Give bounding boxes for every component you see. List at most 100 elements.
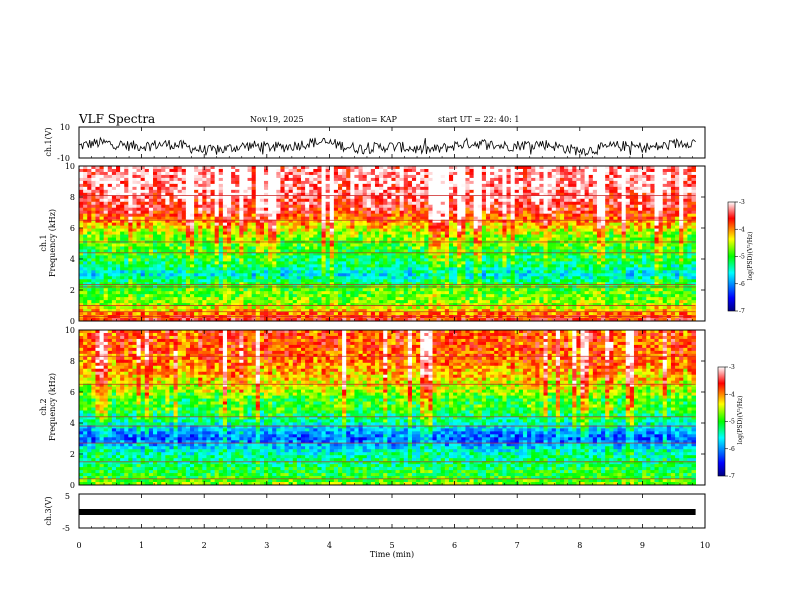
spectrogram-cell (128, 252, 133, 256)
spectrogram-cell (292, 222, 298, 227)
spectrogram-cell (272, 231, 277, 235)
spectrogram-cell (342, 186, 347, 191)
spectrogram-cell (284, 231, 290, 235)
spectrogram-cell (436, 261, 442, 265)
spectrogram-cell (284, 174, 290, 179)
spectrogram-cell (461, 183, 466, 188)
spectrogram-cell (461, 198, 466, 203)
spectrogram-cell (543, 177, 549, 182)
spectrogram-cell (506, 210, 512, 215)
spectrogram-cell (411, 213, 417, 218)
spectrogram-cell (485, 166, 491, 170)
spectrogram-cell (148, 237, 154, 241)
spectrogram-cell (617, 192, 623, 197)
spectrogram-cell (346, 261, 351, 265)
spectrogram-cell (177, 249, 183, 253)
spectrogram-cell (506, 258, 512, 262)
spectrogram-cell (231, 177, 236, 182)
spectrogram-cell (185, 243, 191, 247)
spectrogram-cell (609, 192, 614, 197)
spectrogram-cell (416, 222, 421, 227)
spectrogram-cell (551, 186, 557, 191)
spectrogram-cell (514, 231, 520, 235)
spectrogram-cell (210, 201, 216, 206)
spectrogram-cell (280, 195, 285, 200)
spectrogram-cell (601, 210, 606, 215)
spectrogram-cell (465, 204, 470, 209)
spectrogram-cell (259, 216, 265, 221)
spectrogram-cell (107, 195, 113, 200)
spectrogram-cell (333, 177, 339, 182)
spectrogram-cell (675, 177, 680, 182)
spectrogram-cell (325, 198, 331, 203)
ch1-waveform-ylabel: ch.1(V) (44, 127, 53, 156)
spectrogram-cell (202, 186, 207, 191)
spectrogram-cell (457, 237, 462, 241)
spectrogram-cell (416, 168, 421, 173)
spectrogram-cell (383, 168, 388, 173)
spectrogram-cell (169, 198, 174, 203)
spectrogram-cell (650, 255, 655, 259)
spectrogram-cell (177, 213, 183, 218)
spectrogram-cell (181, 207, 187, 212)
spectrogram-cell (226, 261, 232, 265)
spectrogram-cell (683, 225, 688, 229)
spectrogram-cell (691, 201, 697, 206)
spectrogram-cell (551, 216, 557, 221)
spectrogram-cell (268, 255, 273, 259)
spectrogram-cell (95, 171, 100, 176)
spectrogram-cell (395, 243, 401, 247)
spectrogram-cell (276, 228, 281, 232)
spectrogram-cell (436, 219, 442, 224)
spectrogram-cell (453, 210, 458, 215)
spectrogram-cell (91, 192, 96, 197)
spectrogram-cell (642, 198, 647, 203)
spectrogram-cell (481, 177, 487, 182)
spectrogram-cell (350, 252, 355, 256)
spectrogram-cell (370, 228, 376, 232)
spectrogram-cell (116, 189, 121, 194)
spectrogram-cell (255, 207, 261, 212)
spectrogram-cell (691, 213, 697, 218)
spectrogram-cell (374, 237, 380, 241)
spectrogram-cell (239, 246, 244, 250)
spectrogram-cell (535, 210, 540, 215)
spectrogram-cell (181, 201, 187, 206)
spectrogram-cell (251, 204, 257, 209)
spectrogram-cell (547, 261, 553, 265)
spectrogram-cell (424, 210, 429, 215)
spectrogram-cell (358, 168, 364, 173)
spectrogram-cell (305, 189, 310, 194)
spectrogram-cell (551, 198, 557, 203)
spectrogram-cell (128, 258, 133, 262)
spectrogram-cell (522, 225, 528, 229)
spectrogram-cell (654, 180, 660, 185)
spectrogram-cell (633, 189, 639, 194)
spectrogram-cell (157, 234, 162, 238)
spectrogram-cell (535, 171, 540, 176)
spectrogram-cell (633, 231, 639, 235)
spectrogram-cell (177, 198, 183, 203)
spectrogram-cell (629, 174, 635, 179)
spectrogram-cell (259, 180, 265, 185)
spectrogram-cell (210, 186, 216, 191)
spectrogram-cell (288, 180, 294, 185)
spectrogram-cell (555, 183, 561, 188)
spectrogram-cell (629, 192, 635, 197)
spectrogram-cell (514, 207, 520, 212)
spectrogram-cell (679, 219, 684, 224)
spectrogram-cell (572, 246, 577, 250)
spectrogram-cell (255, 180, 261, 185)
spectrogram-cell (325, 210, 331, 215)
spectrogram-cell (543, 234, 549, 238)
spectrogram-cell (662, 166, 668, 170)
spectrogram-cell (473, 210, 479, 215)
spectrogram-cell (444, 198, 450, 203)
spectrogram-cell (288, 225, 294, 229)
spectrogram-cell (144, 258, 150, 262)
spectrogram-cell (609, 183, 614, 188)
spectrogram-cell (140, 243, 146, 247)
spectrogram-cell (185, 246, 191, 250)
spectrogram-cell (346, 234, 351, 238)
spectrogram-cell (202, 216, 207, 221)
